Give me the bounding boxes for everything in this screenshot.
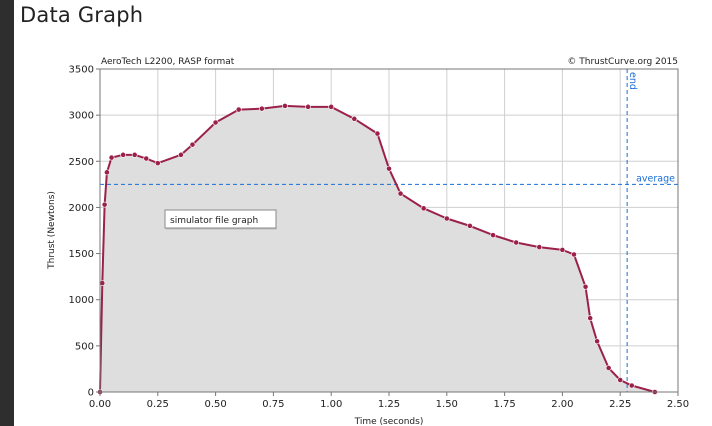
- data-point: [513, 239, 520, 246]
- data-point: [258, 105, 265, 112]
- y-tick-label: 0: [88, 388, 94, 399]
- data-point: [536, 244, 543, 251]
- x-axis-label: Time (seconds): [354, 417, 424, 426]
- data-point: [189, 141, 196, 148]
- data-point: [571, 251, 577, 258]
- x-tick-label: 2.50: [667, 399, 689, 410]
- y-tick-label: 3000: [69, 111, 94, 122]
- x-axis-ticks: 0.00 0.25 0.50 0.75 1.00 1.25 1.50 1.75 2.00 2.25…: [89, 392, 689, 410]
- x-tick-label: 0.75: [262, 399, 284, 410]
- data-point: [154, 160, 161, 167]
- data-point: [120, 151, 127, 158]
- average-label: average: [636, 173, 675, 184]
- data-point: [605, 365, 612, 371]
- data-point: [104, 169, 110, 176]
- reference-lines: average end: [100, 69, 678, 392]
- chart-subtitle-left: AeroTech L2200, RASP format: [101, 57, 235, 67]
- thrust-chart: average end 0.00 0.25 0.50 0.75 1.00 1.25 1.50…: [47, 57, 689, 426]
- data-points: [97, 103, 658, 395]
- x-tick-label: 1.50: [436, 399, 458, 410]
- data-point: [108, 154, 115, 161]
- data-point: [559, 246, 566, 253]
- data-point: [420, 205, 427, 212]
- x-tick-label: 1.00: [320, 399, 342, 410]
- data-point: [467, 222, 473, 229]
- chart-subtitle-right: © ThrustCurve.org 2015: [567, 57, 678, 67]
- x-tick-label: 0.50: [204, 399, 226, 410]
- data-point: [131, 151, 138, 158]
- y-axis-ticks: 0 500 1000 1500 2000 2500 3000 3500: [69, 65, 100, 399]
- data-point: [443, 215, 450, 222]
- data-point: [386, 165, 392, 172]
- data-point: [351, 115, 358, 122]
- tooltip-box: simulator file graph: [164, 209, 277, 230]
- data-point: [587, 315, 594, 322]
- x-tick-label: 0.25: [147, 399, 169, 410]
- page-frame: Data Graph average end 0.00 0.25 0.50 0.75 1…: [14, 0, 712, 426]
- data-point: [178, 151, 184, 158]
- x-tick-label: 0.00: [89, 399, 111, 410]
- data-point: [101, 201, 108, 208]
- thrust-area-fill: [100, 105, 655, 392]
- data-point: [328, 103, 335, 110]
- data-point: [143, 155, 150, 162]
- x-tick-label: 2.25: [609, 399, 631, 410]
- x-tick-label: 1.75: [493, 399, 515, 410]
- x-tick-label: 1.25: [378, 399, 400, 410]
- data-point: [282, 103, 288, 109]
- data-point: [582, 283, 589, 290]
- y-axis-label: Thrust (Newtons): [47, 191, 57, 270]
- data-point: [212, 119, 219, 126]
- data-point: [490, 232, 496, 239]
- tooltip-text: simulator file graph: [170, 216, 258, 226]
- data-point: [305, 103, 311, 110]
- data-point: [617, 377, 624, 383]
- page-title: Data Graph: [20, 3, 144, 27]
- y-tick-label: 2000: [69, 203, 94, 214]
- data-point: [628, 382, 635, 389]
- data-point: [397, 190, 404, 197]
- y-tick-label: 1500: [69, 249, 94, 260]
- data-point: [374, 130, 381, 137]
- data-point: [594, 338, 600, 345]
- data-point: [235, 106, 242, 113]
- x-tick-label: 2.00: [551, 399, 573, 410]
- y-tick-label: 2500: [69, 157, 94, 168]
- y-tick-label: 500: [75, 341, 94, 352]
- y-tick-label: 3500: [69, 65, 94, 76]
- end-label: end: [627, 72, 638, 90]
- y-tick-label: 1000: [69, 295, 94, 306]
